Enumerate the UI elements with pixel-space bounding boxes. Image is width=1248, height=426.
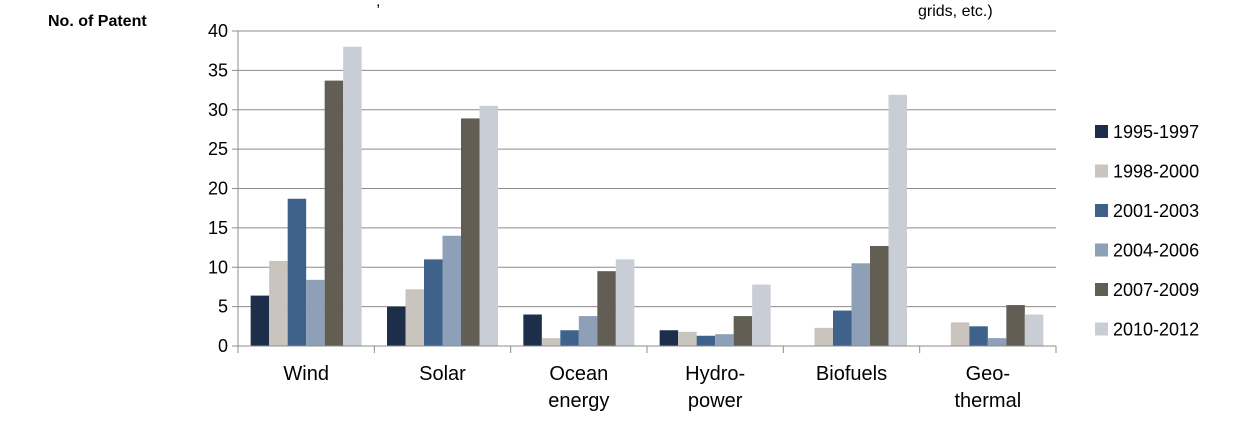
bar-2010-2012 — [752, 284, 771, 346]
bar-2007-2009 — [597, 271, 616, 346]
bar-1998-2000 — [269, 260, 288, 346]
legend-label: 1995-1997 — [1113, 122, 1199, 142]
bar-1998-2000 — [541, 338, 561, 346]
bar-2001-2003 — [424, 259, 443, 346]
bar-2007-2009 — [461, 118, 480, 346]
clipped-text-right: grids, etc.) — [918, 3, 993, 20]
bar-2001-2003 — [696, 335, 716, 346]
legend-swatch — [1095, 164, 1108, 178]
bar-2007-2009 — [870, 245, 889, 346]
bar-1995-1997 — [523, 314, 542, 346]
bar-2001-2003 — [287, 198, 307, 346]
y-tick-labels: 0 5 10 15 20 25 30 35 40 — [208, 21, 228, 356]
legend-swatch — [1095, 204, 1108, 217]
bar-1998-2000 — [405, 289, 424, 346]
legend-label: 1998-2000 — [1113, 162, 1199, 182]
bar-1998-2000 — [814, 327, 833, 346]
x-category-label: Geo- — [966, 363, 1010, 385]
y-tick-label: 5 — [218, 297, 228, 317]
legend-label: 2010-2012 — [1113, 320, 1199, 340]
y-axis-title: No. of Patent — [48, 13, 147, 30]
x-category-label: Wind — [283, 363, 329, 385]
y-tick-label: 25 — [208, 139, 228, 159]
bar-2001-2003 — [833, 310, 852, 346]
bar-2004-2006 — [578, 316, 598, 346]
x-category-label: Biofuels — [816, 363, 887, 385]
clipped-text-left: , — [376, 0, 380, 10]
x-category-label: Solar — [419, 363, 466, 385]
bar-2004-2006 — [442, 235, 461, 346]
y-tick-label: 20 — [208, 179, 228, 199]
bars — [250, 46, 1044, 347]
bar-2007-2009 — [324, 80, 344, 347]
y-tick-label: 0 — [218, 336, 228, 356]
bar-2010-2012 — [1024, 314, 1044, 346]
bar-2007-2009 — [1006, 305, 1025, 346]
legend-swatch — [1095, 283, 1108, 296]
legend-label: 2001-2003 — [1113, 201, 1199, 221]
bar-2004-2006 — [715, 334, 734, 346]
bar-2001-2003 — [560, 330, 579, 346]
y-tick-label: 30 — [208, 100, 228, 120]
legend-label: 2007-2009 — [1113, 280, 1199, 300]
y-tick-label: 10 — [208, 257, 228, 277]
x-category-label: thermal — [954, 390, 1021, 412]
legend-swatch — [1095, 125, 1108, 138]
bar-2007-2009 — [733, 316, 753, 346]
y-tick-label: 15 — [208, 218, 228, 238]
legend-label: 2004-2006 — [1113, 241, 1199, 261]
legend-swatch — [1095, 243, 1108, 257]
y-tick-label: 35 — [208, 60, 228, 80]
legend-swatch — [1095, 322, 1108, 336]
bar-2004-2006 — [987, 338, 1007, 346]
bar-2004-2006 — [851, 263, 870, 346]
x-category-label: power — [688, 390, 743, 412]
bar-1995-1997 — [250, 295, 270, 346]
x-category-labels: Wind Solar Ocean energy Hydro-power Biofuels G… — [283, 363, 1021, 412]
bar-2010-2012 — [888, 94, 907, 346]
bar-2001-2003 — [969, 326, 988, 346]
bar-1998-2000 — [950, 322, 970, 346]
legend: 1995-1997 1998-2000 2001-2003 2004-2006 2007… — [1095, 122, 1199, 340]
bar-1995-1997 — [659, 330, 679, 346]
gridlines — [238, 30, 1056, 308]
bar-1998-2000 — [678, 331, 697, 346]
x-category-label: Hydro- — [685, 363, 745, 385]
axes — [232, 30, 1057, 353]
bar-2004-2006 — [306, 279, 325, 346]
y-tick-label: 40 — [208, 21, 228, 41]
x-category-label: Ocean — [549, 363, 608, 385]
bar-2010-2012 — [343, 46, 362, 346]
x-category-label: energy — [548, 390, 609, 412]
bar-2010-2012 — [479, 105, 498, 346]
bar-2010-2012 — [615, 259, 635, 346]
bar-1995-1997 — [387, 306, 406, 346]
